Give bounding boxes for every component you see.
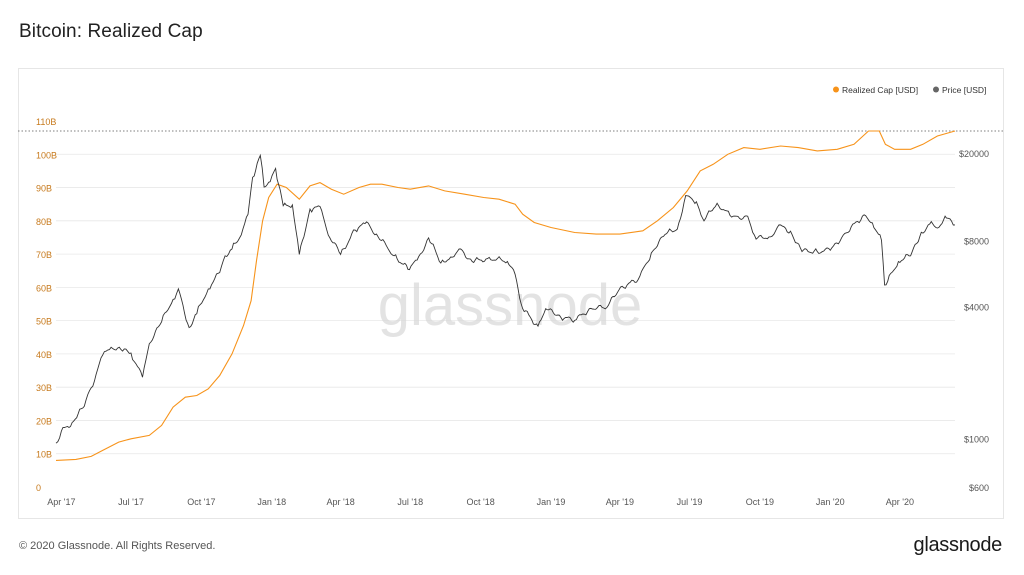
x-tick-label: Apr '19 [606, 497, 634, 507]
x-tick-label: Apr '20 [886, 497, 914, 507]
x-tick-label: Oct '18 [467, 497, 495, 507]
y-right-tick-label: $20000 [959, 149, 989, 159]
x-tick-label: Oct '19 [746, 497, 774, 507]
y-right-tick-label: $1000 [964, 434, 989, 444]
legend-swatch [933, 86, 939, 93]
y-right-tick-label: $600 [969, 483, 989, 493]
y-left-tick-label: 50B [36, 317, 52, 327]
y-left-tick-label: 10B [36, 450, 52, 460]
x-tick-label: Apr '17 [47, 497, 75, 507]
series-line-price [55, 153, 956, 444]
x-tick-label: Jan '19 [537, 497, 566, 507]
y-left-tick-label: 20B [36, 416, 52, 426]
x-tick-label: Jul '17 [118, 497, 144, 507]
y-left-tick-label: 110B [36, 117, 56, 127]
series-line-realized-cap [55, 130, 956, 461]
y-left-tick-label: 70B [36, 250, 52, 260]
y-left-tick-label: 40B [36, 350, 52, 360]
x-tick-label: Oct '17 [187, 497, 215, 507]
y-left-tick-label: 0 [36, 483, 41, 493]
legend-label: Realized Cap [USD] [842, 85, 918, 95]
y-left-tick-label: 60B [36, 283, 52, 293]
chart-frame [18, 68, 1004, 519]
footer-copyright: © 2020 Glassnode. All Rights Reserved. [19, 540, 216, 552]
y-right-tick-label: $4000 [964, 302, 989, 312]
legend-label: Price [USD] [942, 85, 986, 95]
page-title: Bitcoin: Realized Cap [19, 21, 203, 42]
legend-swatch [833, 86, 839, 93]
x-tick-label: Jan '18 [257, 497, 286, 507]
chart-legend: Realized Cap [USD] Price [USD] [833, 85, 986, 95]
y-left-tick-label: 30B [36, 383, 52, 393]
x-tick-label: Jul '18 [397, 497, 423, 507]
x-tick-label: Apr '18 [326, 497, 354, 507]
y-left-tick-label: 90B [36, 184, 52, 194]
y-left-tick-label: 80B [36, 217, 52, 227]
watermark: glassnode [378, 273, 642, 338]
x-tick-label: Jul '19 [677, 497, 703, 507]
y-left-tick-label: 100B [36, 150, 57, 160]
y-right-tick-label: $8000 [964, 236, 989, 246]
footer-brand-logo: glassnode [913, 534, 1003, 556]
x-tick-label: Jan '20 [816, 497, 845, 507]
